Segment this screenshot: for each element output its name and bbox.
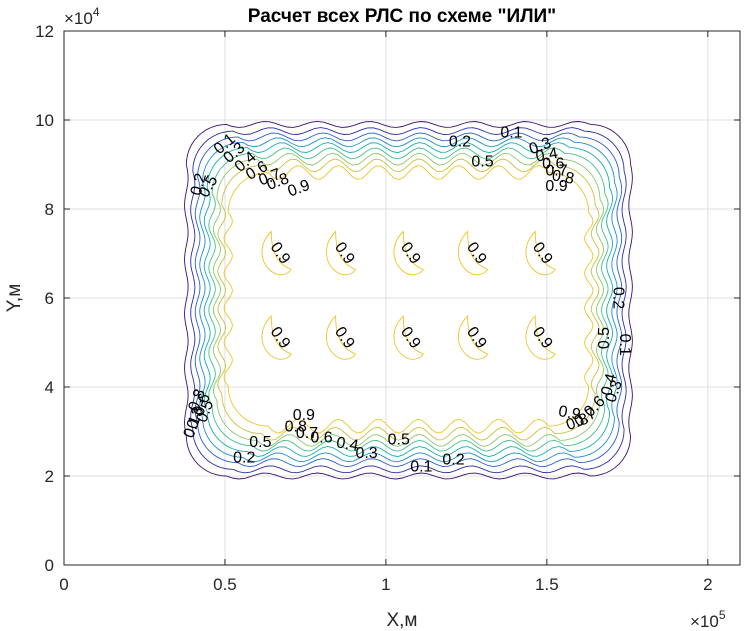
y-tick-label: 10 (35, 111, 54, 130)
contour-island-0-9 (525, 230, 556, 276)
contour-label: 0.6 (310, 429, 332, 446)
contour-island-0-9 (325, 314, 357, 360)
contour-label: 0.8 (285, 418, 307, 435)
y-multiplier-base: ×104 (64, 5, 100, 28)
contour-label: 0.3 (355, 445, 377, 462)
contour-label: 0.1 (500, 125, 522, 142)
contour-label: 0.8 (265, 170, 292, 194)
contour-line-0-4 (199, 137, 618, 463)
contour-label: 0.5 (194, 398, 218, 425)
x-multiplier-base: ×105 (690, 608, 726, 631)
y-multiplier: ×104 (64, 5, 100, 28)
contour-line-0-5 (203, 142, 614, 457)
contour-label: 0.2 (442, 452, 464, 469)
y-tick-label: 6 (45, 289, 54, 308)
y-axis-label: Y,м (4, 284, 25, 313)
contour-label: 0.8 (564, 411, 591, 435)
x-tick-label: 0.5 (213, 575, 237, 594)
contour-label: 0.5 (471, 153, 493, 170)
contour-label: 0.1 (616, 334, 633, 356)
y-tick-label: 4 (45, 378, 54, 397)
contour-label: 0.2 (449, 133, 471, 150)
contour-label: 0.6 (190, 391, 214, 418)
contour-island-0-9 (457, 230, 489, 276)
contour-lines (184, 120, 633, 480)
contour-island-0-9 (393, 230, 424, 276)
axis-ticks: 0 0.5 1 1.5 2 0 2 4 6 8 10 12 (35, 22, 740, 594)
x-tick-label: 1.5 (535, 575, 559, 594)
contour-label: 0.3 (527, 135, 554, 159)
contour-line-0-3 (194, 132, 623, 468)
contour-label: 0.9 (293, 407, 315, 424)
contour-label: 0.4 (534, 145, 559, 166)
x-tick-label: 1 (381, 575, 390, 594)
contour-label: 0.4 (598, 372, 620, 398)
contour-label: 0.6 (542, 156, 564, 173)
contour-line-0-8 (217, 158, 600, 441)
y-tick-label: 8 (45, 200, 54, 219)
contour-label: 0.7 (545, 162, 567, 179)
contour-label: 0.8 (551, 167, 576, 188)
contour-label: 0.5 (388, 432, 410, 449)
contour-label: 0.7 (257, 166, 284, 190)
contour-label: 0.3 (184, 405, 208, 432)
contour-label: 0.8 (186, 387, 210, 414)
contour-label: 0.3 (602, 378, 626, 405)
contour-label: 0.9 (545, 178, 567, 195)
contour-line-0-1 (184, 120, 633, 480)
contour-label: 0.2 (188, 171, 210, 197)
contour-line-0-2 (190, 127, 627, 474)
grid (63, 30, 740, 566)
x-axis-label: X,м (386, 610, 417, 631)
contour-line-0-6 (208, 147, 609, 452)
contour-label: 0.2 (233, 449, 255, 466)
x-tick-label: 0 (59, 575, 68, 594)
contour-label: 0.9 (557, 403, 582, 424)
contour-island-0-9 (457, 314, 489, 360)
contour-label: 0.4 (335, 434, 360, 455)
y-tick-label: 0 (45, 556, 54, 575)
y-tick-label: 12 (35, 22, 54, 41)
contour-island-0-9 (525, 314, 556, 360)
contour-island-0-9 (261, 314, 292, 360)
contour-label: 0.5 (249, 434, 271, 451)
contour-label: 0.7 (296, 425, 318, 442)
x-multiplier: ×105 (690, 608, 726, 631)
y-tick-label: 2 (45, 467, 54, 486)
contour-island-0-9 (393, 314, 424, 360)
contour-label: 0.1 (410, 458, 432, 475)
x-tick-label: 2 (703, 575, 712, 594)
contour-label: 0.2 (609, 287, 626, 309)
contour-island-0-9 (261, 230, 292, 276)
chart-title: Расчет всех РЛС по схеме "ИЛИ" (248, 6, 556, 27)
contour-island-0-9 (325, 230, 357, 276)
contour-label: 0.5 (596, 327, 613, 349)
contour-label: 0.1 (181, 414, 205, 441)
contour-label: 0.9 (286, 177, 313, 201)
contour-line-0-9 (223, 165, 594, 434)
contour-line-0-7 (212, 152, 605, 447)
